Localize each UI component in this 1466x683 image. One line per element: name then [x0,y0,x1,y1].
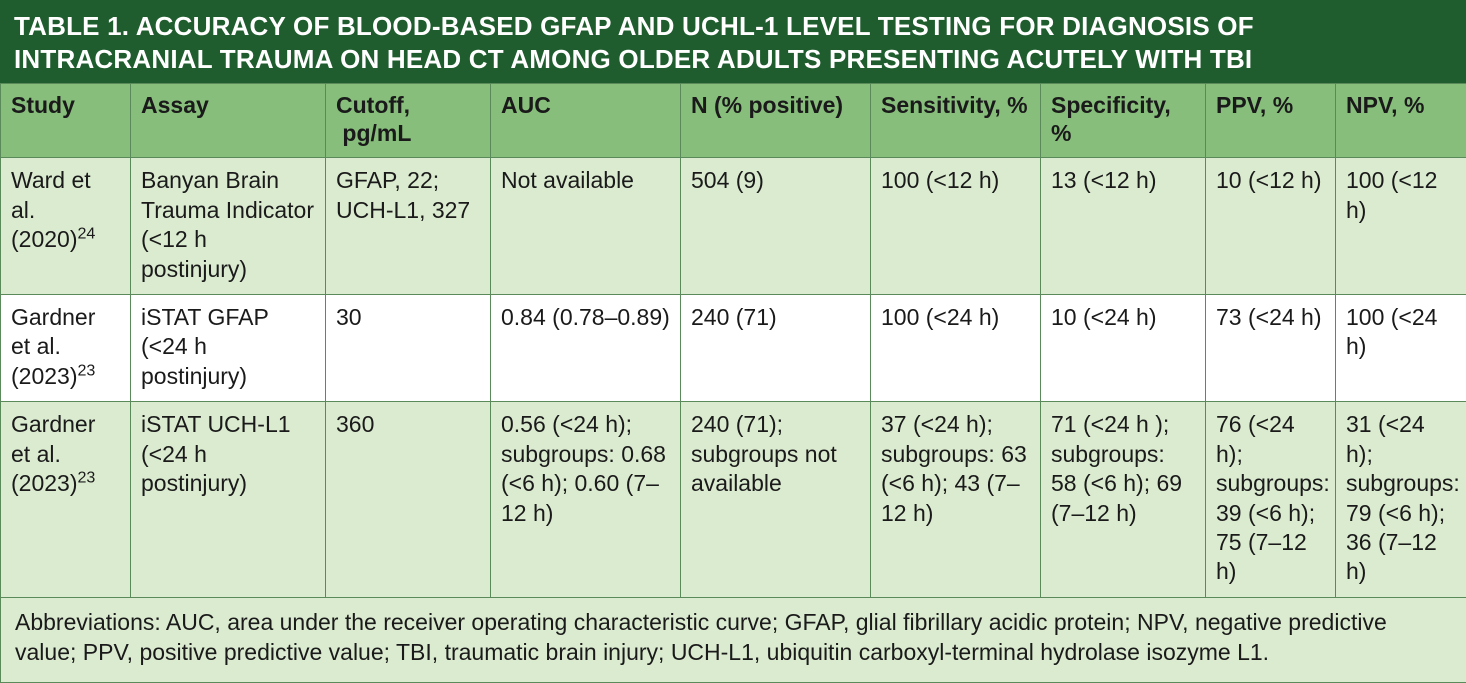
cell-spec: 71 (<24 h ); subgroups: 58 (<6 h); 69 (7… [1041,402,1206,598]
table-row: Ward et al. (2020)24 Banyan Brain Trauma… [1,158,1466,295]
cell-n: 240 (71); subgroups not available [681,402,871,598]
cell-assay: iSTAT GFAP (<24 h postinjury) [131,294,326,401]
cell-auc: 0.56 (<24 h); subgroups: 0.68 (<6 h); 0.… [491,402,681,598]
cell-assay: iSTAT UCH-L1 (<24 h postinjury) [131,402,326,598]
cell-sens: 37 (<24 h); subgroups: 63 (<6 h); 43 (7–… [871,402,1041,598]
cell-ppv: 76 (<24 h); subgroups: 39 (<6 h); 75 (7–… [1206,402,1336,598]
col-n: N (% positive) [681,84,871,158]
table-title: TABLE 1. ACCURACY OF BLOOD-BASED GFAP AN… [0,0,1466,83]
cell-npv: 100 (<24 h) [1336,294,1466,401]
col-assay: Assay [131,84,326,158]
study-ref-sup: 24 [77,224,95,242]
cell-auc: Not available [491,158,681,295]
study-ref-sup: 23 [77,361,95,379]
col-auc: AUC [491,84,681,158]
col-study: Study [1,84,131,158]
cell-sens: 100 (<24 h) [871,294,1041,401]
table-header-row: Study Assay Cutoff, pg/mL AUC N (% posit… [1,84,1466,158]
table-row: Gardner et al. (2023)23 iSTAT GFAP (<24 … [1,294,1466,401]
col-specificity: Specificity, % [1041,84,1206,158]
cell-cutoff: 30 [326,294,491,401]
cell-study: Ward et al. (2020)24 [1,158,131,295]
cell-npv: 100 (<12 h) [1336,158,1466,295]
cell-cutoff: 360 [326,402,491,598]
cell-study: Gardner et al. (2023)23 [1,294,131,401]
col-ppv: PPV, % [1206,84,1336,158]
table-abbreviations-row: Abbreviations: AUC, area under the recei… [1,597,1466,682]
abbreviations-text: Abbreviations: AUC, area under the recei… [1,597,1466,682]
cell-n: 504 (9) [681,158,871,295]
cell-cutoff: GFAP, 22; UCH-L1, 327 [326,158,491,295]
table-container: TABLE 1. ACCURACY OF BLOOD-BASED GFAP AN… [0,0,1466,683]
cell-sens: 100 (<12 h) [871,158,1041,295]
col-sensitivity: Sensitivity, % [871,84,1041,158]
cell-npv: 31 (<24 h); subgroups: 79 (<6 h); 36 (7–… [1336,402,1466,598]
cell-spec: 13 (<12 h) [1041,158,1206,295]
cell-ppv: 73 (<24 h) [1206,294,1336,401]
col-cutoff: Cutoff, pg/mL [326,84,491,158]
col-npv: NPV, % [1336,84,1466,158]
study-ref-sup: 23 [77,468,95,486]
cell-ppv: 10 (<12 h) [1206,158,1336,295]
cell-study: Gardner et al. (2023)23 [1,402,131,598]
cell-spec: 10 (<24 h) [1041,294,1206,401]
cell-auc: 0.84 (0.78–0.89) [491,294,681,401]
cell-n: 240 (71) [681,294,871,401]
cell-assay: Banyan Brain Trauma Indicator (<12 h pos… [131,158,326,295]
table-row: Gardner et al. (2023)23 iSTAT UCH-L1 (<2… [1,402,1466,598]
data-table: Study Assay Cutoff, pg/mL AUC N (% posit… [0,83,1466,683]
